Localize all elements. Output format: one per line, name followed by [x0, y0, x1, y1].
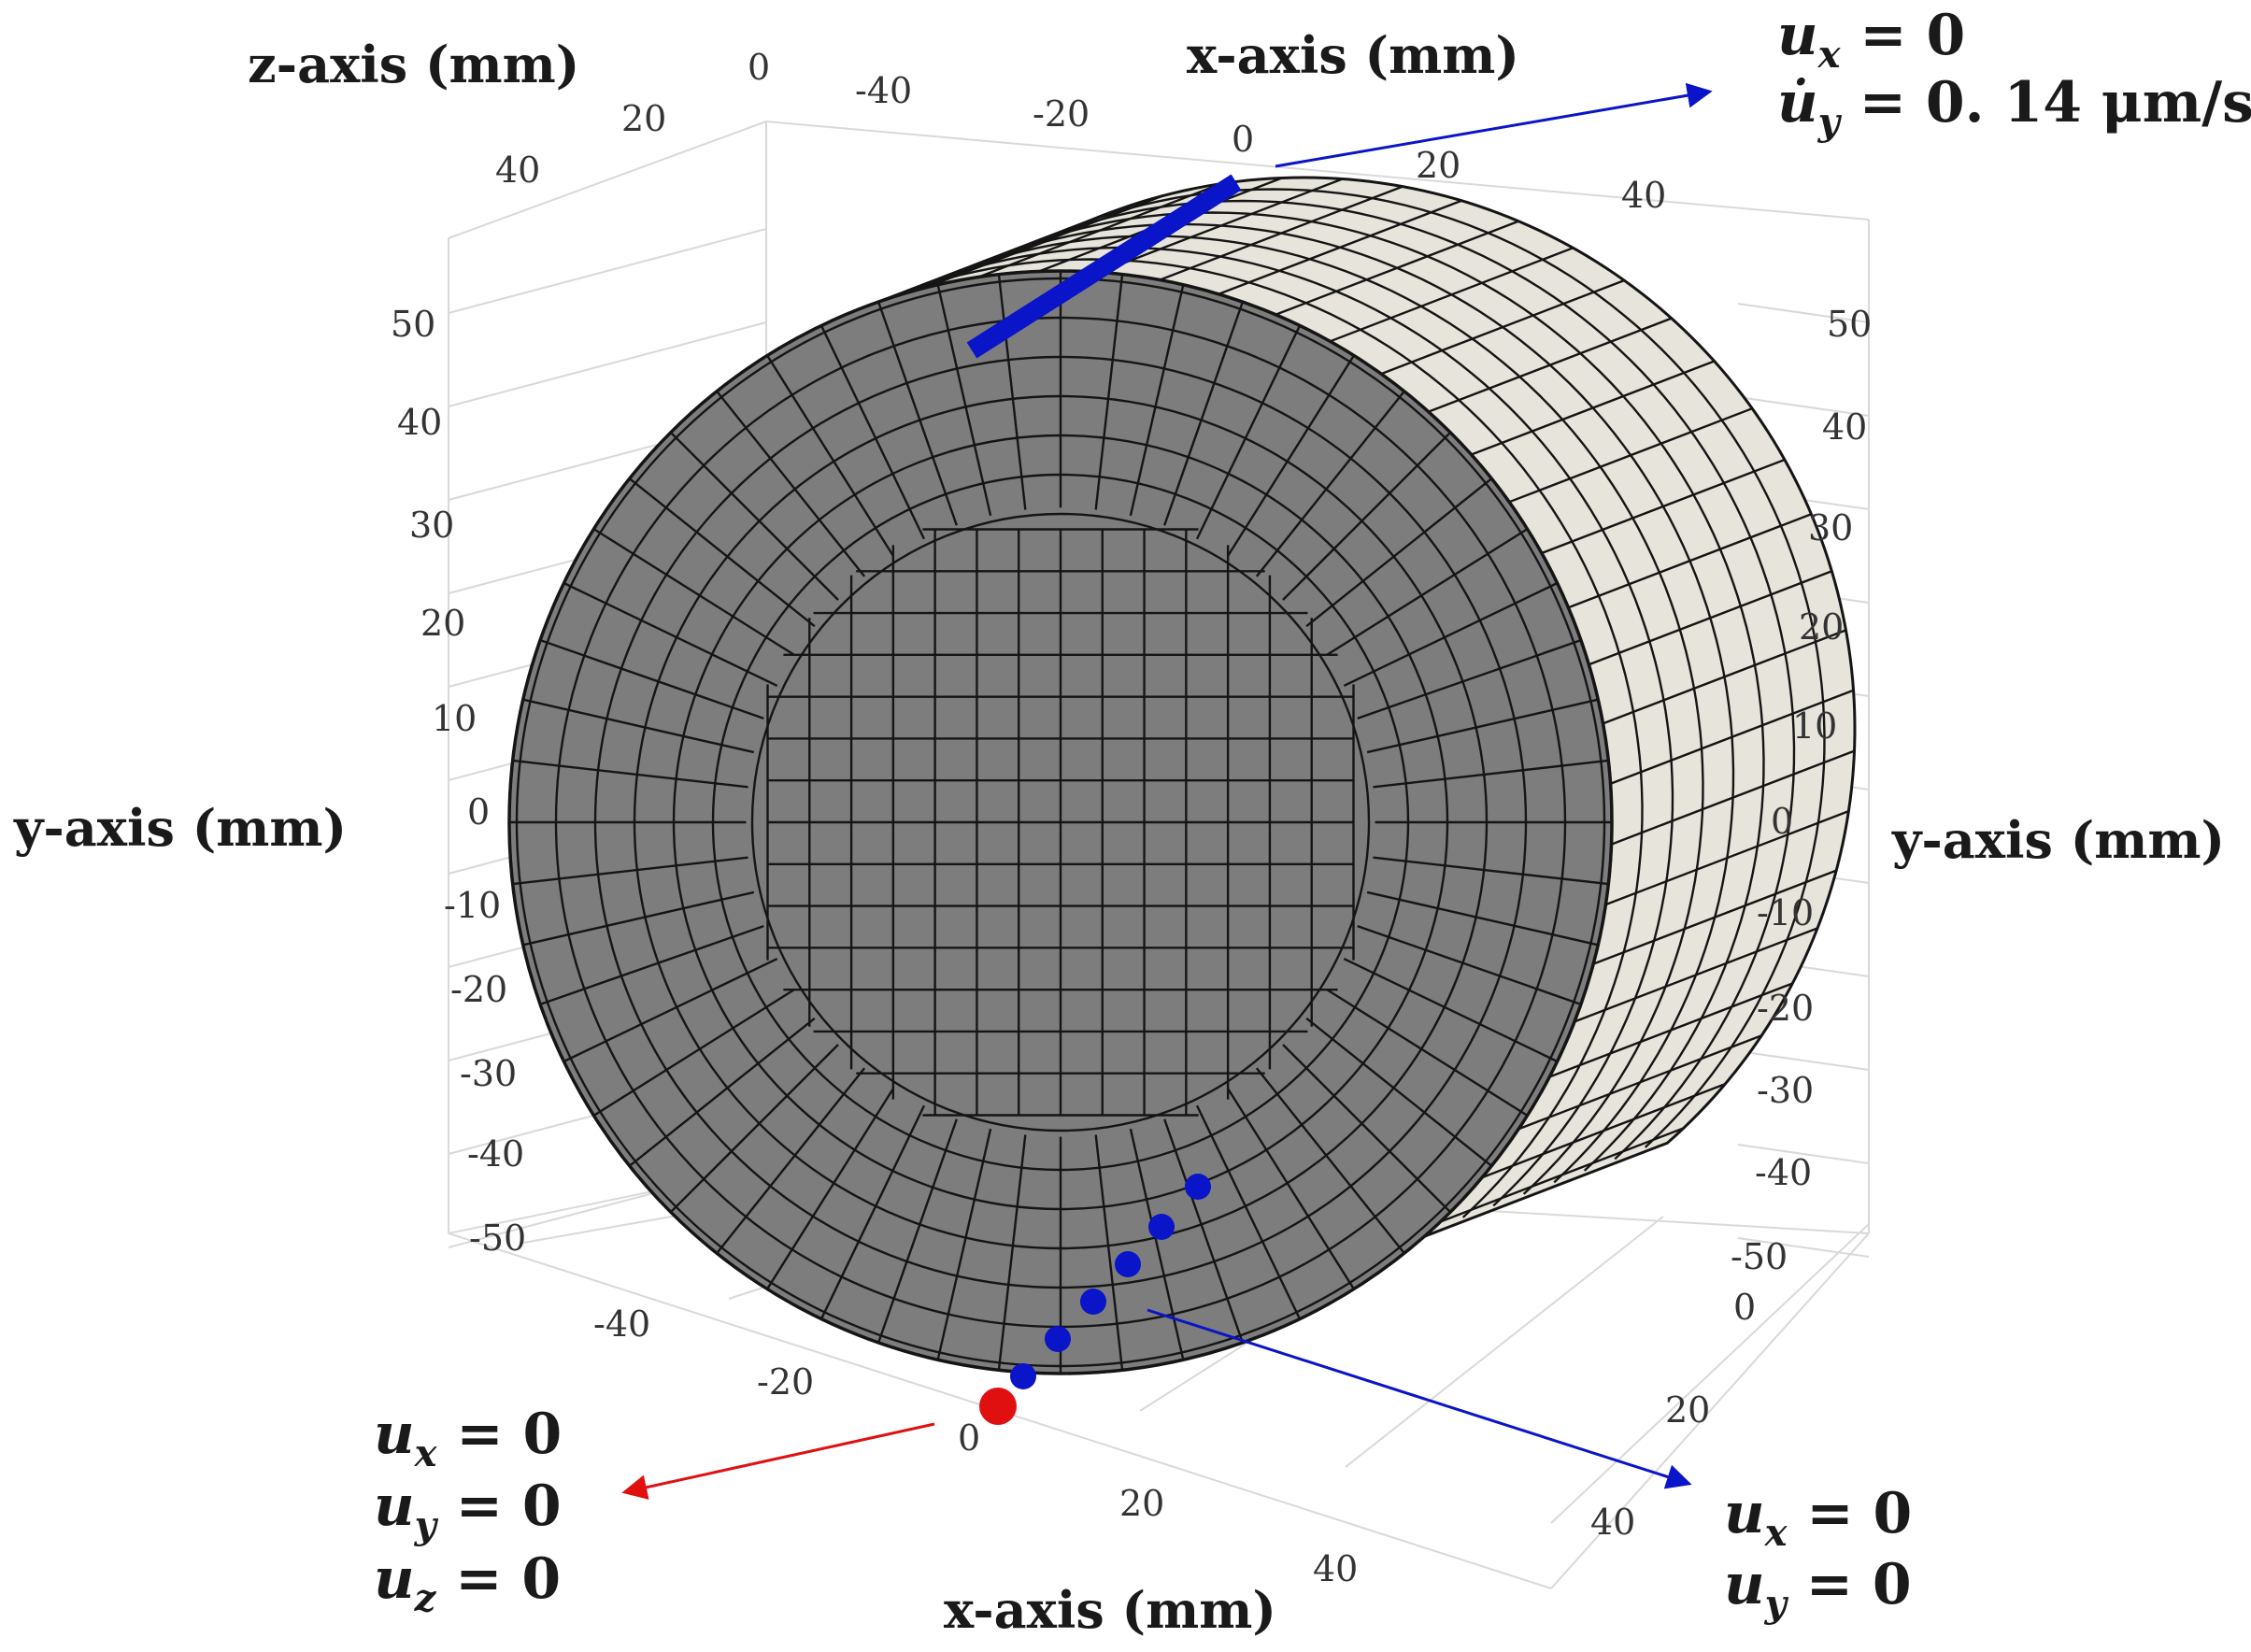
y-tick-label-right: 50	[1827, 304, 1872, 345]
constrained-node	[1010, 1363, 1036, 1389]
x-axis-title-bottom: x-axis (mm)	[944, 1580, 1276, 1640]
y-tick-label-left: -40	[467, 1133, 524, 1175]
nodes-bc-ux: ux = 0	[1724, 1481, 1912, 1555]
z-tick-label-bottom: 40	[1590, 1502, 1635, 1543]
y-tick-label-left: -50	[469, 1218, 526, 1259]
cylinder-front-face	[507, 269, 1614, 1375]
point-bc-uz: uz = 0	[374, 1546, 561, 1620]
x-tick-label-top: 20	[1416, 145, 1460, 186]
constrained-node	[1080, 1289, 1106, 1315]
constrained-node	[1148, 1214, 1175, 1240]
point-bc-uy: uy = 0	[374, 1474, 562, 1547]
x-tick-label-top: 0	[1232, 119, 1254, 160]
y-tick-label-left: -20	[450, 969, 507, 1010]
constrained-node	[1185, 1174, 1211, 1200]
z-tick-label: 40	[495, 150, 540, 191]
x-tick-label-bottom: 20	[1119, 1483, 1164, 1524]
y-axis-title-left: y-axis (mm)	[13, 798, 347, 858]
y-tick-label-left: -10	[444, 885, 501, 926]
y-tick-label-left: 50	[391, 304, 435, 345]
y-tick-label-right: -50	[1731, 1236, 1788, 1277]
y-tick-label-right: 0	[1771, 801, 1793, 842]
y-tick-label-right: -20	[1757, 988, 1814, 1029]
y-tick-label-left: -30	[460, 1053, 517, 1094]
x-tick-label-bottom: -40	[593, 1303, 650, 1345]
y-tick-label-right: 10	[1792, 705, 1837, 747]
top-line-constraint	[966, 82, 1713, 359]
axis-ticks: 40 20 0 -40 -20 0 20 40 50 40 30 20 10 0 -10 -20 -30 -40 -…	[391, 47, 1872, 1589]
top-bc-uy-rate: u̇y = 0. 14 μm/s	[1777, 70, 2251, 144]
x-tick-label-top: -20	[1033, 93, 1090, 135]
x-tick-label-top: 40	[1621, 175, 1666, 216]
y-tick-label-left: 0	[467, 791, 490, 833]
x-tick-label-bottom: 0	[958, 1417, 980, 1459]
y-tick-label-right: -40	[1755, 1152, 1812, 1193]
x-tick-label-top: -40	[855, 70, 912, 111]
x-axis-title-top: x-axis (mm)	[1187, 25, 1519, 85]
y-tick-label-left: 40	[397, 402, 442, 443]
constrained-node	[1115, 1251, 1141, 1277]
z-axis-title: z-axis (mm)	[248, 35, 579, 94]
top-bc-ux: ux = 0	[1777, 3, 1965, 77]
nodes-bc-uy: uy = 0	[1724, 1552, 1912, 1626]
y-tick-label-left: 30	[409, 505, 454, 546]
y-tick-label-right: 20	[1799, 606, 1844, 648]
z-tick-label-bottom: 0	[1733, 1287, 1756, 1328]
y-tick-label-right: 40	[1822, 406, 1867, 448]
z-tick-label: 20	[621, 98, 666, 139]
y-tick-label-right: -10	[1757, 892, 1814, 933]
y-axis-title-right: y-axis (mm)	[1891, 810, 2225, 870]
z-tick-label: 0	[748, 47, 770, 88]
bottom-node-constraints	[1010, 1174, 1211, 1389]
y-tick-label-left: 10	[432, 698, 477, 739]
y-tick-label-right: 30	[1808, 507, 1853, 548]
fixed-point-constraint	[621, 1388, 1017, 1500]
y-tick-label-right: -30	[1757, 1070, 1814, 1111]
bottom-nodes-arrow	[1147, 1308, 1692, 1489]
constrained-node	[1045, 1326, 1071, 1352]
x-tick-label-bottom: -20	[757, 1361, 814, 1403]
z-tick-label-bottom: 20	[1665, 1389, 1710, 1431]
y-tick-label-left: 20	[420, 603, 465, 644]
x-tick-label-bottom: 40	[1313, 1548, 1358, 1589]
point-bc-ux: ux = 0	[374, 1402, 562, 1475]
